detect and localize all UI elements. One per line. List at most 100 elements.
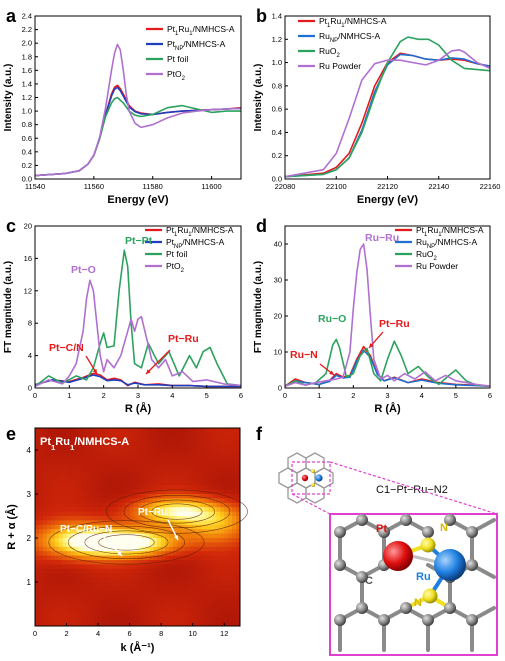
heatmap-cell: [184, 445, 190, 451]
heatmap-cell: [125, 586, 130, 592]
heatmap-cell: [86, 599, 91, 605]
contour-line: [123, 495, 231, 529]
heatmap-cell: [184, 436, 190, 442]
heatmap-cell: [102, 595, 107, 600]
heatmap-cell: [200, 560, 205, 565]
heatmap-cell: [54, 533, 59, 539]
heatmap-cell: [149, 577, 154, 583]
heatmap-cell: [149, 494, 154, 499]
heatmap-cell: [204, 441, 209, 446]
heatmap-cell: [78, 551, 83, 556]
heatmap-cell: [66, 485, 71, 490]
heatmap-cell: [74, 599, 79, 605]
heatmap-cell: [35, 441, 40, 446]
heatmap-cell: [192, 507, 197, 512]
heatmap-cell: [70, 450, 75, 455]
heatmap-cell: [125, 516, 130, 521]
heatmap-cell: [220, 538, 225, 543]
ru-atom-label: Ru: [416, 571, 431, 583]
heatmap-cell: [232, 524, 237, 530]
heatmap-cell: [54, 458, 59, 464]
heatmap-cell: [157, 516, 162, 521]
heatmap-cell: [192, 546, 197, 552]
heatmap-cell: [172, 450, 178, 455]
heatmap-cell: [172, 586, 178, 592]
heatmap-cell: [102, 463, 107, 468]
heatmap-cell: [50, 502, 56, 508]
heatmap-cell: [204, 467, 209, 473]
heatmap-cell: [176, 568, 182, 574]
heatmap-cell: [220, 472, 225, 477]
heatmap-cell: [165, 621, 170, 627]
heatmap-cell: [94, 599, 99, 605]
heatmap-cell: [117, 463, 123, 468]
heatmap-cell: [42, 568, 48, 574]
heatmap-cell: [86, 551, 91, 556]
heatmap-cell: [58, 612, 63, 618]
heatmap-cell: [133, 476, 138, 482]
heatmap-cell: [133, 467, 138, 473]
heatmap-cell: [188, 485, 193, 490]
series-line: [34, 86, 242, 177]
heatmap-cell: [78, 480, 83, 486]
heatmap-cell: [58, 507, 63, 512]
heatmap-cell: [109, 454, 115, 460]
heatmap-cell: [109, 621, 115, 627]
heatmap-cell: [54, 498, 59, 504]
heatmap-cell: [169, 568, 174, 574]
heatmap-cell: [58, 485, 63, 490]
heatmap-cell: [129, 564, 134, 570]
heatmap-cell: [137, 494, 142, 499]
heatmap-cell: [157, 472, 162, 477]
heatmap-cell: [86, 428, 91, 433]
heatmap-cell: [141, 577, 146, 583]
heatmap-cell: [176, 516, 182, 521]
heatmap-cell: [208, 604, 213, 609]
heatmap-cell: [165, 480, 170, 486]
heatmap-cell: [78, 577, 83, 583]
heatmap-cell: [35, 617, 40, 622]
heatmap-cell: [169, 555, 174, 561]
heatmap-cell: [141, 436, 146, 442]
heatmap-cell: [236, 542, 241, 548]
heatmap-cell: [172, 485, 178, 490]
heatmap-cell: [129, 577, 134, 583]
heatmap-cell: [208, 617, 213, 622]
heatmap-cell: [38, 485, 44, 490]
heatmap-cell: [208, 560, 213, 565]
heatmap-cell: [188, 467, 193, 473]
heatmap-cell: [216, 463, 221, 468]
heatmap-cell: [220, 555, 225, 561]
heatmap-cell: [204, 595, 209, 600]
heatmap-cell: [204, 612, 209, 618]
y-tick-label: 10: [274, 348, 282, 357]
x-tick-label: 2: [351, 391, 355, 400]
heatmap-cell: [117, 428, 123, 433]
heatmap-cell: [46, 608, 52, 614]
heatmap-cell: [145, 599, 150, 605]
heatmap-cell: [228, 617, 233, 622]
heatmap-cell: [165, 551, 170, 556]
heatmap-cell: [161, 441, 166, 446]
heatmap-cell: [145, 428, 150, 433]
heatmap-cell: [82, 595, 87, 600]
heatmap-cell: [66, 599, 71, 605]
heatmap-cell: [216, 454, 221, 460]
heatmap-cell: [117, 511, 123, 517]
heatmap-cell: [86, 450, 91, 455]
heatmap-cell: [192, 454, 197, 460]
heatmap-cell: [236, 467, 241, 473]
heatmap-cell: [42, 476, 48, 482]
heatmap-cell: [113, 428, 119, 433]
y-tick-label: 2.0: [22, 39, 32, 48]
heatmap-cell: [204, 546, 209, 552]
heatmap-cell: [42, 582, 48, 587]
heatmap-cell: [145, 445, 150, 451]
heatmap-cell: [50, 507, 56, 512]
heatmap-cell: [125, 599, 130, 605]
heatmap-cell: [42, 524, 48, 530]
heatmap-cell: [62, 599, 67, 605]
heatmap-cell: [113, 590, 119, 596]
heatmap-cell: [66, 516, 71, 521]
heatmap-cell: [94, 551, 99, 556]
